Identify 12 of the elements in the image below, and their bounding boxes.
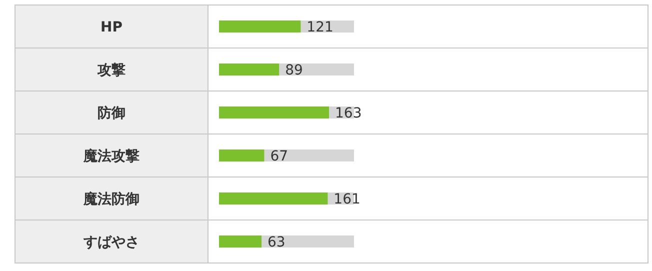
data-label: 163 xyxy=(335,106,362,122)
y-tick-label: HP xyxy=(100,20,122,36)
y-tick-label: 攻撃 xyxy=(96,62,126,78)
data-label: 67 xyxy=(270,148,288,164)
data-label: 89 xyxy=(285,62,303,78)
y-tick-label: 防御 xyxy=(98,104,126,122)
data-label: 121 xyxy=(306,20,334,36)
y-tick-label: 魔法防御 xyxy=(82,190,140,208)
data-label: 161 xyxy=(334,192,360,208)
y-tick-label: 魔法攻撃 xyxy=(82,148,140,164)
y-tick-label: すばやさ xyxy=(82,234,140,250)
data-label: 63 xyxy=(268,234,286,250)
